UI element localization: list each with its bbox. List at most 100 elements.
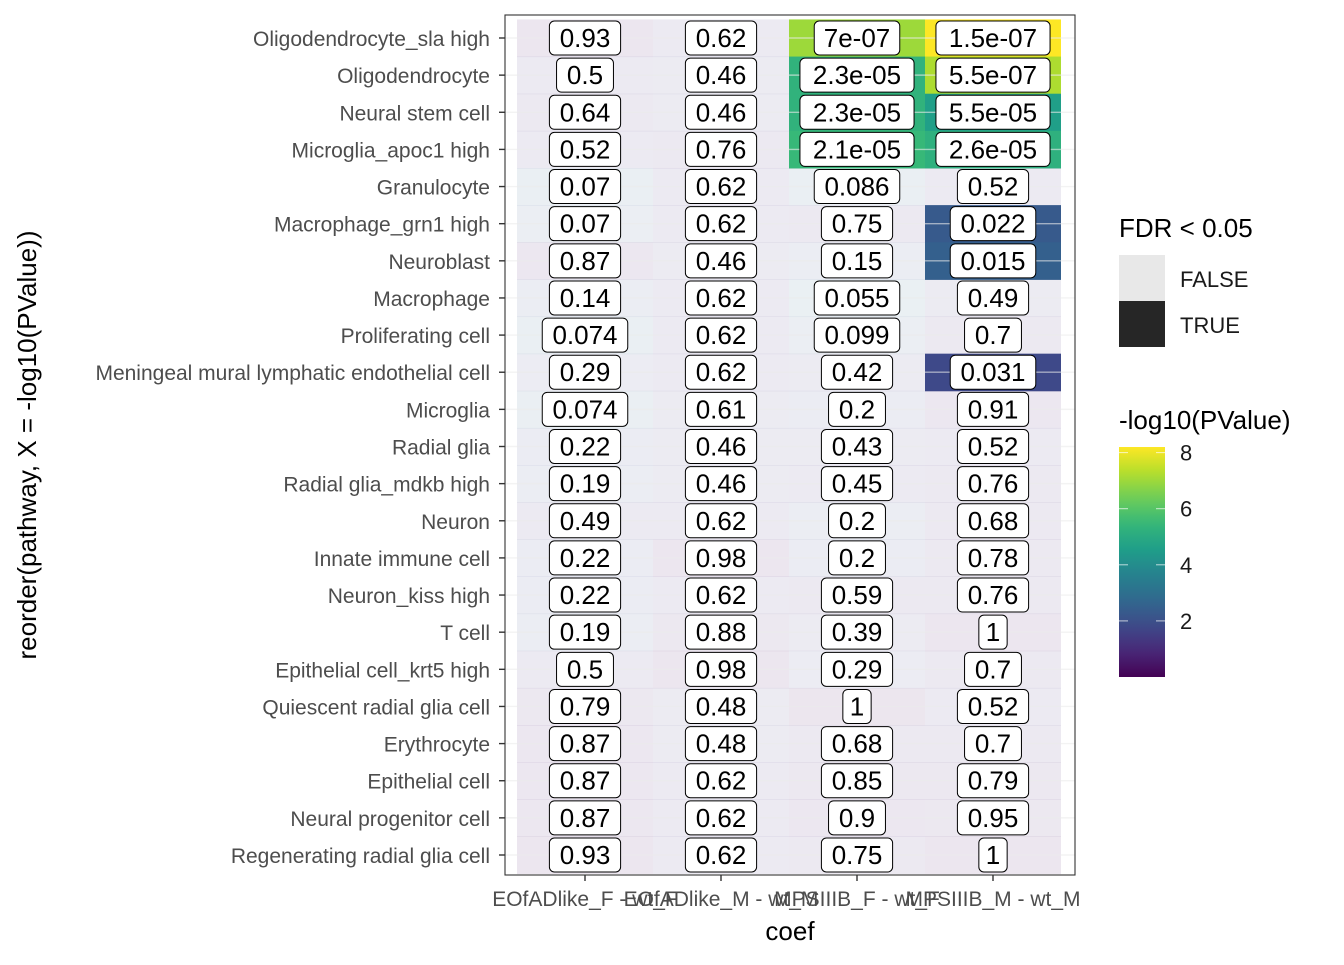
- y-tick-label: Regenerating radial glia cell: [231, 845, 490, 868]
- cell-labels-layer: 0.93 0.62 7e-07 1.5e-07 0.5 0.46 2.3e-05 5.5e-0…: [541, 20, 1051, 873]
- cell-label-text: 0.19: [560, 469, 611, 499]
- y-tick-label: Microglia_apoc1 high: [292, 139, 490, 162]
- cell-label-box: [935, 94, 1051, 130]
- y-axis: Oligodendrocyte_sla high Oligodendrocyte N…: [95, 28, 505, 868]
- cell-label: 0.62: [684, 354, 758, 390]
- cell-label-text: 0.61: [696, 394, 747, 424]
- cell-label-box: [949, 243, 1037, 279]
- legend-key-false: [1119, 255, 1165, 301]
- cell-label-text: 0.59: [832, 580, 883, 610]
- cell-label: 0.46: [684, 466, 758, 502]
- y-tick-label: Macrophage_grn1 high: [274, 214, 490, 237]
- cell-label-box: [828, 391, 886, 427]
- cell-label: 2.1e-05: [799, 131, 915, 167]
- cell-label-text: 0.85: [832, 766, 883, 796]
- cell-label-text: 1.5e-07: [949, 23, 1037, 53]
- colorbar-tick-label: 6: [1180, 497, 1192, 522]
- cell-label-text: 0.62: [696, 766, 747, 796]
- y-tick-label: Proliferating cell: [341, 325, 490, 348]
- cell-label: 0.086: [813, 169, 901, 205]
- cell-label-text: 0.88: [696, 617, 747, 647]
- legend-label-true: TRUE: [1180, 313, 1240, 338]
- cell-label: 2.6e-05: [935, 131, 1051, 167]
- cell-label: 0.48: [684, 726, 758, 762]
- cell-label: 0.62: [684, 206, 758, 242]
- cell-label: 0.074: [541, 391, 629, 427]
- cell-label: 0.64: [548, 94, 622, 130]
- cell-label: 0.61: [684, 391, 758, 427]
- cell-label-box: [556, 57, 614, 93]
- cell-label-text: 0.52: [968, 691, 1019, 721]
- cell-label-box: [548, 94, 622, 130]
- legend-label-false: FALSE: [1180, 267, 1248, 292]
- cell-label-text: 0.074: [552, 394, 617, 424]
- cell-label-text: 0.07: [560, 209, 611, 239]
- cell-label-box: [684, 206, 758, 242]
- cell-label-text: 0.68: [832, 729, 883, 759]
- y-tick-label: Oligodendrocyte: [337, 65, 490, 88]
- cell-label: 0.9: [828, 800, 886, 836]
- cell-label: 0.49: [548, 503, 622, 539]
- cell-label-box: [548, 540, 622, 576]
- cell-label: 0.19: [548, 466, 622, 502]
- cell-label-text: 0.086: [824, 172, 889, 202]
- y-tick-label: Macrophage: [373, 288, 490, 311]
- cell-label-text: 0.19: [560, 617, 611, 647]
- cell-label-box: [813, 169, 901, 205]
- cell-label-box: [556, 651, 614, 687]
- cell-label-box: [548, 429, 622, 464]
- cell-label-text: 0.79: [560, 691, 611, 721]
- colorbar-title: -log10(PValue): [1119, 405, 1291, 435]
- cell-label-box: [956, 503, 1030, 539]
- cell-label-box: [684, 243, 758, 279]
- cell-label-text: 0.62: [696, 580, 747, 610]
- cell-label-text: 1: [986, 840, 1000, 870]
- cell-label-text: 0.62: [696, 172, 747, 202]
- cell-label-text: 5.5e-07: [949, 60, 1037, 90]
- cell-label-text: 0.2: [839, 394, 875, 424]
- cell-label-box: [820, 837, 894, 873]
- cell-label: 0.2: [828, 503, 886, 539]
- cell-label-text: 0.46: [696, 97, 747, 127]
- cell-label: 0.29: [820, 651, 894, 687]
- cell-label-box: [548, 131, 622, 167]
- cell-label-box: [548, 577, 622, 613]
- cell-label-box: [548, 800, 622, 836]
- y-tick-label: Neural progenitor cell: [290, 808, 490, 831]
- y-tick-label: Quiescent radial glia cell: [262, 696, 490, 719]
- cell-label-box: [548, 280, 622, 316]
- cell-label-box: [956, 540, 1030, 576]
- cell-label-text: 0.9: [839, 803, 875, 833]
- cell-label: 0.79: [956, 763, 1030, 799]
- cell-label: 0.031: [949, 354, 1037, 390]
- cell-label-text: 0.7: [975, 320, 1011, 350]
- cell-label: 5.5e-05: [935, 94, 1051, 130]
- cell-label-text: 0.62: [696, 320, 747, 350]
- cell-label: 0.95: [956, 800, 1030, 836]
- cell-label-box: [949, 206, 1037, 242]
- cell-label-text: 0.48: [696, 729, 747, 759]
- cell-label: 0.07: [548, 206, 622, 242]
- cell-label-text: 0.52: [968, 432, 1019, 462]
- cell-label: 0.62: [684, 20, 758, 56]
- cell-label-box: [828, 800, 886, 836]
- cell-label-text: 0.15: [832, 246, 883, 276]
- cell-label-box: [548, 243, 622, 279]
- cell-label-box: [956, 280, 1030, 316]
- cell-label-text: 0.5: [567, 654, 603, 684]
- cell-label-box: [813, 280, 901, 316]
- cell-label-box: [828, 540, 886, 576]
- cell-label-box: [548, 503, 622, 539]
- x-tick-label: EOfADlike_F - wt_F: [492, 888, 678, 911]
- cell-label: 1: [978, 614, 1008, 650]
- cell-label-text: 0.074: [552, 320, 617, 350]
- cell-label-text: 0.46: [696, 246, 747, 276]
- cell-label: 0.62: [684, 280, 758, 316]
- cell-label: 0.76: [956, 577, 1030, 613]
- x-tick-label: MPSIIIB_M - wt_M: [905, 888, 1080, 911]
- cell-label-text: 0.07: [560, 172, 611, 202]
- cell-label-box: [684, 131, 758, 167]
- cell-label: 0.46: [684, 243, 758, 279]
